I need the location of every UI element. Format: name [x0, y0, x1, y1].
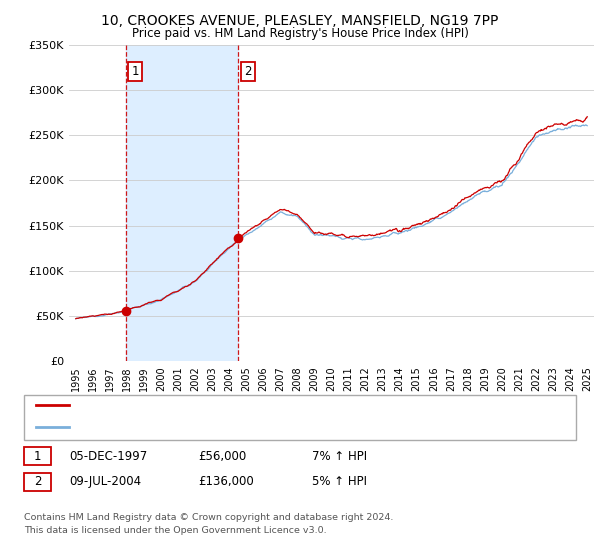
Text: 5% ↑ HPI: 5% ↑ HPI — [312, 475, 367, 488]
Text: £136,000: £136,000 — [198, 475, 254, 488]
Text: This data is licensed under the Open Government Licence v3.0.: This data is licensed under the Open Gov… — [24, 526, 326, 535]
Text: £56,000: £56,000 — [198, 450, 246, 463]
Text: Price paid vs. HM Land Registry's House Price Index (HPI): Price paid vs. HM Land Registry's House … — [131, 27, 469, 40]
Text: 05-DEC-1997: 05-DEC-1997 — [69, 450, 147, 463]
Text: 2: 2 — [34, 475, 41, 488]
Text: 09-JUL-2004: 09-JUL-2004 — [69, 475, 141, 488]
Bar — [125, 45, 238, 361]
Text: 1: 1 — [131, 65, 139, 78]
Text: 1: 1 — [34, 450, 41, 463]
Text: 10, CROOKES AVENUE, PLEASLEY, MANSFIELD, NG19 7PP: 10, CROOKES AVENUE, PLEASLEY, MANSFIELD,… — [101, 14, 499, 28]
Text: 7% ↑ HPI: 7% ↑ HPI — [312, 450, 367, 463]
Text: 2: 2 — [244, 65, 251, 78]
Text: Contains HM Land Registry data © Crown copyright and database right 2024.: Contains HM Land Registry data © Crown c… — [24, 513, 394, 522]
Text: HPI: Average price, detached house, Bolsover: HPI: Average price, detached house, Bols… — [75, 422, 313, 432]
Text: 10, CROOKES AVENUE, PLEASLEY, MANSFIELD, NG19 7PP (detached house): 10, CROOKES AVENUE, PLEASLEY, MANSFIELD,… — [75, 400, 467, 410]
